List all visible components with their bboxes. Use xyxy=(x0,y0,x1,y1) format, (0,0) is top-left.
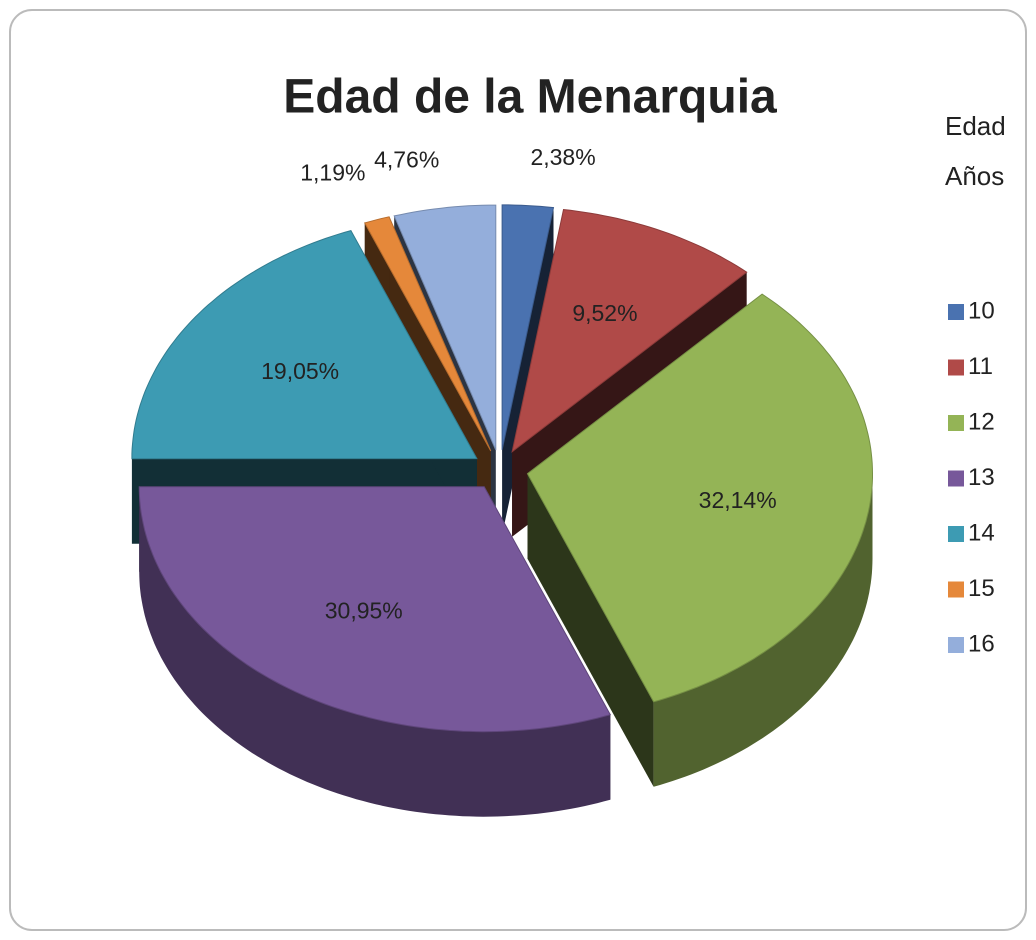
legend-label: 10 xyxy=(968,297,995,324)
legend-title: Años xyxy=(945,161,1004,191)
legend-label: 14 xyxy=(968,519,995,546)
data-label: 32,14% xyxy=(699,487,777,513)
slice xyxy=(511,209,748,454)
slice-side xyxy=(527,473,654,787)
slice xyxy=(131,230,478,460)
data-label: 30,95% xyxy=(325,597,403,623)
slice xyxy=(363,216,492,452)
legend-swatch xyxy=(948,526,964,542)
legend-swatch xyxy=(948,470,964,487)
legend-label: 13 xyxy=(968,464,995,491)
data-label: 2,38% xyxy=(530,144,595,170)
legend-swatch xyxy=(948,581,964,598)
legend-label: 11 xyxy=(968,353,993,380)
legend-label: 12 xyxy=(968,408,995,435)
data-label: 4,76% xyxy=(374,147,439,173)
data-label: 1,19% xyxy=(300,160,365,186)
slice xyxy=(526,293,873,703)
legend-label: 16 xyxy=(968,630,995,657)
slice-wall xyxy=(653,473,873,787)
chart-title: Edad de la Menarquia xyxy=(283,71,777,124)
slice xyxy=(138,486,612,733)
legend-label: 15 xyxy=(968,575,995,602)
legend-swatch xyxy=(948,637,964,653)
legend-swatch xyxy=(948,359,964,376)
data-label: 19,05% xyxy=(261,358,339,384)
slice xyxy=(501,204,555,451)
legend-swatch xyxy=(948,304,964,320)
legend-swatch xyxy=(948,415,964,431)
data-label: 9,52% xyxy=(572,300,637,326)
legend-title: Edad xyxy=(945,111,1006,141)
slice-wall xyxy=(139,486,611,817)
slice xyxy=(393,204,497,451)
